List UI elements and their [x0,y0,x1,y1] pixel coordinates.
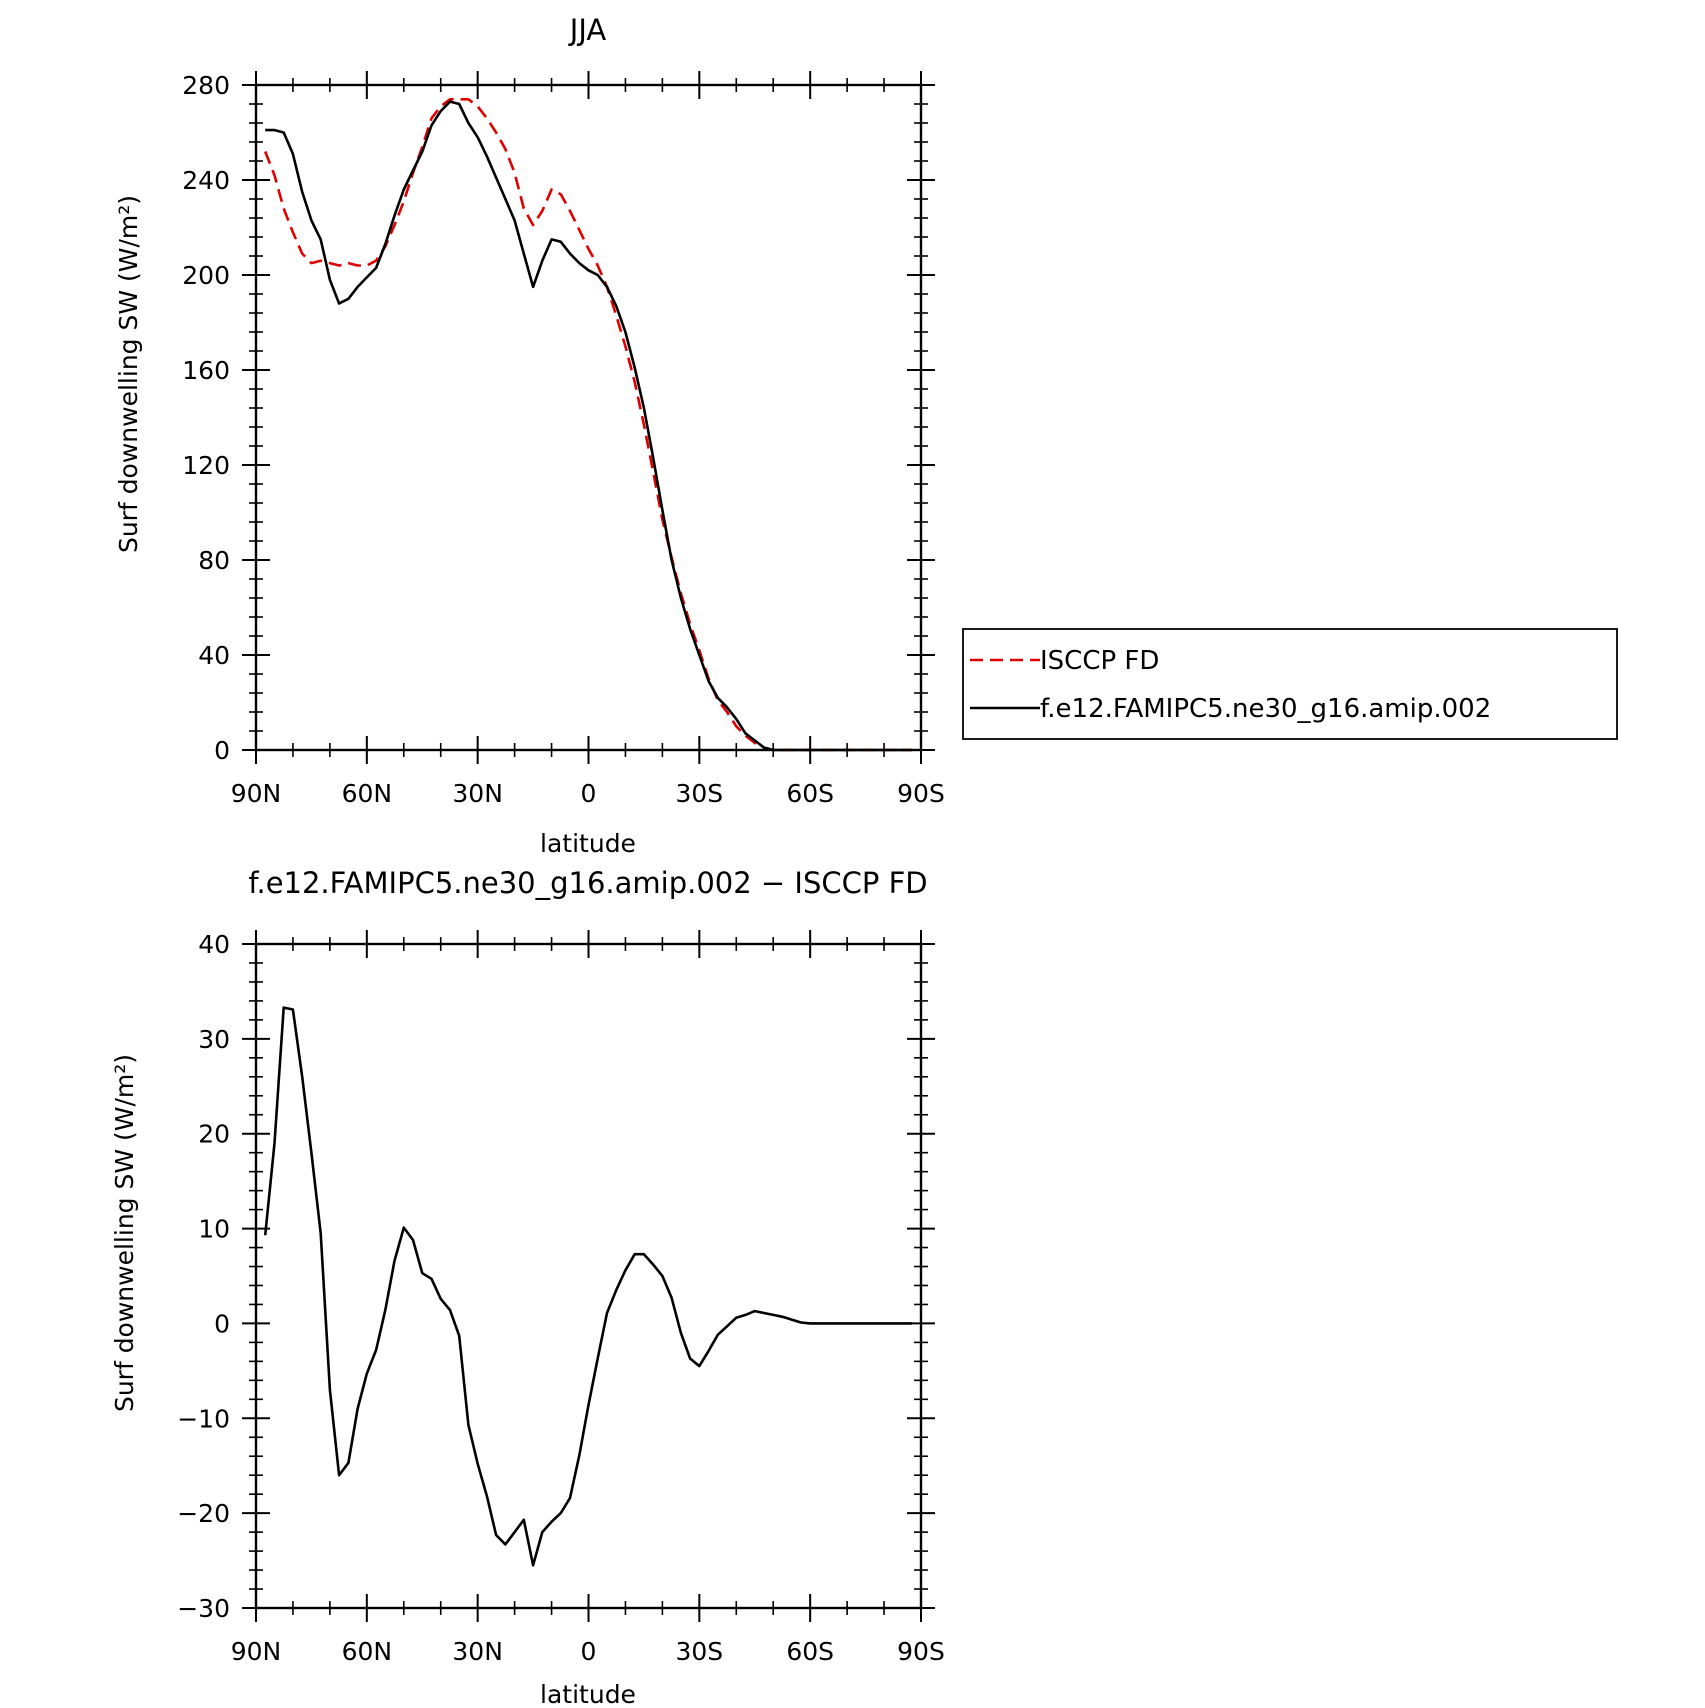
y-tick-label: 30 [198,1025,230,1054]
bottom-plot-frame [254,942,923,1610]
x-tick-label: 30N [452,779,503,808]
y-tick-label: 200 [182,261,230,290]
top-plot-y-tick-labels: 0 40 80 120 160 200 240 280 [182,71,230,765]
y-tick-label: 10 [198,1215,230,1244]
bottom-plot-y-tick-labels: −30 −20 −10 0 10 20 30 40 [177,930,230,1623]
bottom-plot-x-tick-labels: 90N 60N 30N 0 30S 60S 90S [231,1637,945,1666]
x-tick-label: 90N [231,1637,282,1666]
y-tick-label: −10 [177,1404,230,1433]
bottom-plot-series [263,1006,912,1567]
legend-label-isccp: ISCCP FD [1040,646,1159,676]
series-line-difference [263,1006,912,1567]
y-tick-label: 240 [182,166,230,195]
top-plot-frame [254,83,923,752]
bottom-plot-title: f.e12.FAMIPC5.ne30_g16.amip.002 − ISCCP … [248,866,927,900]
bottom-plot: f.e12.FAMIPC5.ne30_g16.amip.002 − ISCCP … [110,866,945,1708]
top-plot-x-tick-labels: 90N 60N 30N 0 30S 60S 90S [231,779,945,808]
y-tick-label: 20 [198,1120,230,1149]
x-tick-label: 90S [897,1637,945,1666]
y-tick-label: 40 [198,930,230,959]
top-plot-y-axis-label: Surf downwelling SW (W/m²) [114,195,143,553]
y-tick-label: −30 [177,1594,230,1623]
y-tick-label: 160 [182,356,230,385]
x-tick-label: 90N [231,779,282,808]
legend: ISCCP FD f.e12.FAMIPC5.ne30_g16.amip.002 [962,628,1618,740]
y-tick-label: 120 [182,451,230,480]
series-line-isccp-fd [263,98,912,752]
x-tick-label: 60N [342,1637,393,1666]
top-plot-title: JJA [568,13,607,47]
x-tick-label: 90S [897,779,945,808]
y-tick-label: 280 [182,71,230,100]
x-tick-label: 0 [581,779,597,808]
x-tick-label: 30S [675,1637,723,1666]
x-tick-label: 0 [581,1637,597,1666]
top-plot-ticks [242,71,935,764]
y-tick-label: −20 [177,1499,230,1528]
y-tick-label: 40 [198,641,230,670]
y-tick-label: 0 [214,736,230,765]
y-tick-label: 0 [214,1309,230,1338]
top-plot: JJA Surf downwelling SW (W/m²) latitude … [114,13,945,858]
legend-label-model: f.e12.FAMIPC5.ne30_g16.amip.002 [1040,694,1491,724]
x-tick-label: 60S [786,1637,834,1666]
x-tick-label: 30N [452,1637,503,1666]
x-tick-label: 60S [786,779,834,808]
top-plot-x-axis-label: latitude [540,829,636,858]
series-line-model [265,100,912,752]
x-tick-label: 60N [342,779,393,808]
top-plot-series [263,98,912,752]
bottom-plot-ticks [242,930,935,1622]
y-tick-label: 80 [198,546,230,575]
legend-box [962,628,1618,740]
bottom-plot-x-axis-label: latitude [540,1680,636,1708]
x-tick-label: 30S [675,779,723,808]
bottom-plot-y-axis-label: Surf downwelling SW (W/m²) [110,1054,139,1412]
